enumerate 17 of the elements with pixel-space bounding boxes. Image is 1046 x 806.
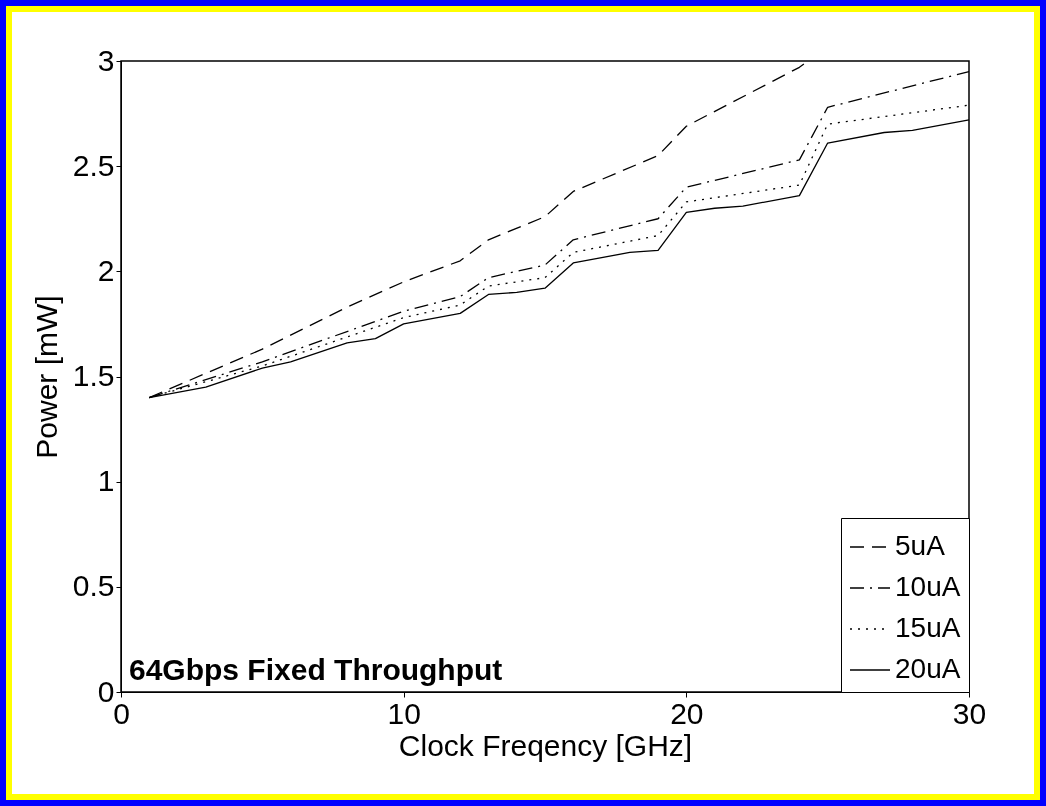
- legend-label: 20uA: [895, 653, 961, 684]
- annotation: 64Gbps Fixed Throughput: [129, 653, 503, 686]
- legend-label: 15uA: [895, 612, 961, 643]
- y-tick-label: 0.5: [72, 569, 115, 603]
- legend-label: 10uA: [895, 571, 961, 602]
- y-tick-label: 3: [97, 43, 115, 77]
- y-axis-title: Power [mW]: [29, 295, 63, 459]
- y-tick-label: 1: [97, 464, 115, 498]
- legend-label: 5uA: [895, 530, 946, 561]
- x-axis-title: Clock Freqency [GHz]: [398, 728, 693, 762]
- y-tick-label: 2: [97, 253, 115, 287]
- x-tick-label: 20: [670, 696, 704, 730]
- y-tick-label: 1.5: [72, 359, 115, 392]
- x-tick-label: 10: [387, 696, 421, 730]
- y-tick-label: 0: [97, 674, 115, 708]
- x-tick-label: 30: [952, 696, 987, 730]
- y-tick-label: 2.5: [72, 148, 115, 182]
